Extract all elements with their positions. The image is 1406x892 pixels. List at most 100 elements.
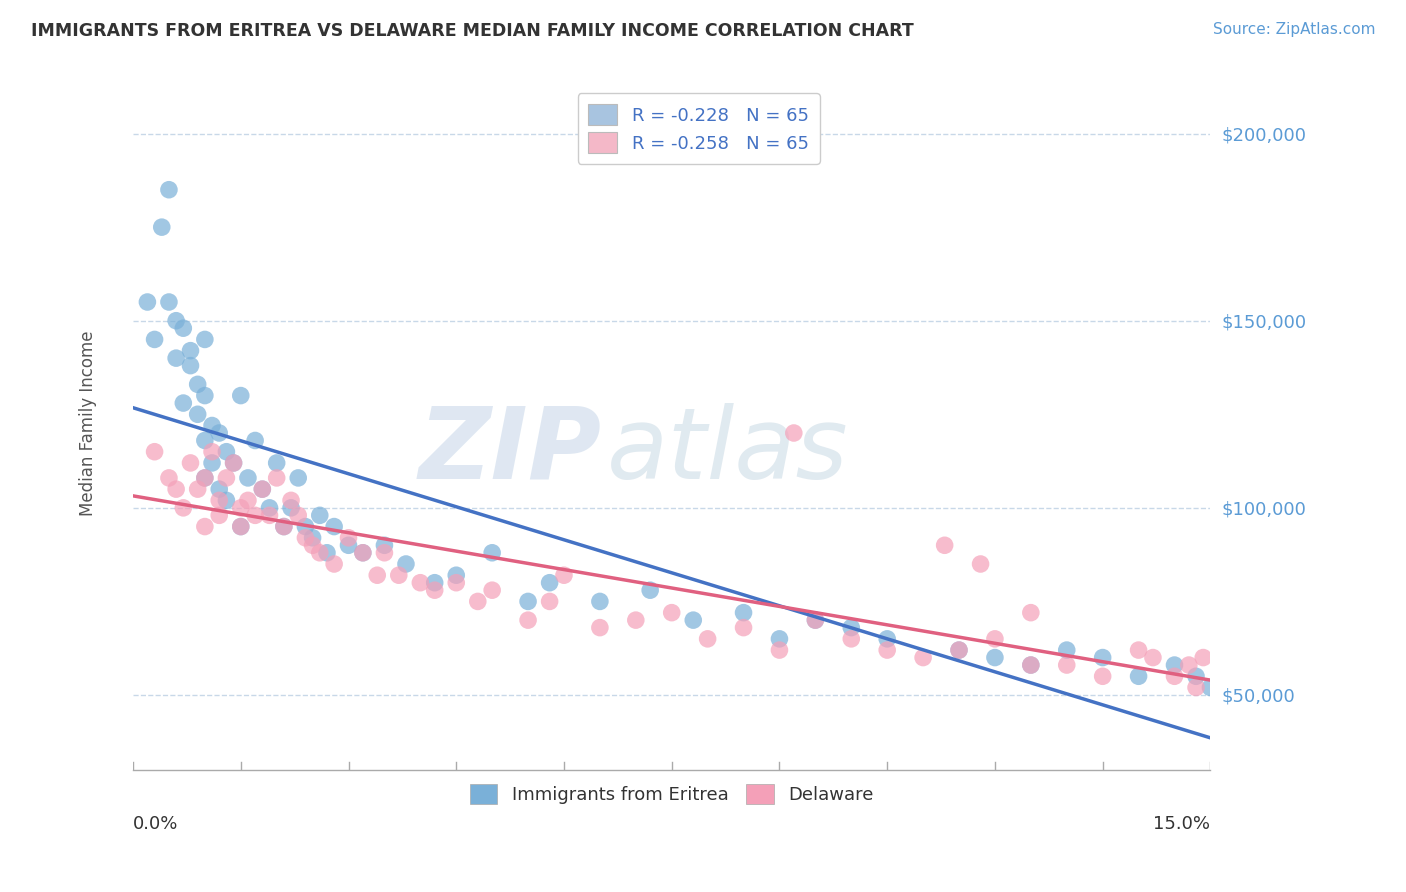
Point — [1185, 681, 1208, 695]
Point — [172, 321, 194, 335]
Point — [208, 482, 231, 496]
Point — [366, 568, 388, 582]
Text: atlas: atlas — [607, 403, 849, 500]
Point — [481, 546, 503, 560]
Point — [172, 396, 194, 410]
Point — [243, 434, 266, 448]
Point — [165, 314, 187, 328]
Point — [839, 621, 862, 635]
Point — [444, 568, 467, 582]
Point — [337, 538, 360, 552]
Point — [150, 220, 173, 235]
Point — [876, 632, 898, 646]
Point — [266, 456, 288, 470]
Point — [969, 557, 991, 571]
Point — [352, 546, 374, 560]
Point — [287, 471, 309, 485]
Point — [538, 575, 561, 590]
Point — [1128, 643, 1150, 657]
Text: 0.0%: 0.0% — [134, 814, 179, 833]
Point — [1163, 658, 1185, 673]
Point — [187, 482, 209, 496]
Point — [229, 519, 252, 533]
Point — [143, 444, 166, 458]
Point — [984, 650, 1007, 665]
Point — [273, 519, 295, 533]
Point — [1163, 669, 1185, 683]
Point — [733, 606, 755, 620]
Point — [1019, 658, 1042, 673]
Point — [912, 650, 935, 665]
Point — [1192, 650, 1215, 665]
Point — [1091, 650, 1114, 665]
Point — [308, 508, 330, 523]
Point — [783, 425, 806, 440]
Point — [229, 388, 252, 402]
Point — [280, 493, 302, 508]
Point — [876, 643, 898, 657]
Point — [661, 606, 683, 620]
Text: IMMIGRANTS FROM ERITREA VS DELAWARE MEDIAN FAMILY INCOME CORRELATION CHART: IMMIGRANTS FROM ERITREA VS DELAWARE MEDI… — [31, 22, 914, 40]
Point — [215, 444, 238, 458]
Point — [804, 613, 827, 627]
Point — [236, 471, 259, 485]
Point — [948, 643, 970, 657]
Point — [222, 456, 245, 470]
Point — [157, 183, 180, 197]
Point — [768, 632, 790, 646]
Point — [259, 500, 281, 515]
Point — [208, 493, 231, 508]
Point — [589, 594, 612, 608]
Point — [395, 557, 418, 571]
Point — [194, 333, 217, 347]
Point — [165, 482, 187, 496]
Point — [352, 546, 374, 560]
Point — [1056, 658, 1078, 673]
Point — [444, 575, 467, 590]
Point — [589, 621, 612, 635]
Point — [373, 538, 395, 552]
Text: Median Family Income: Median Family Income — [79, 331, 97, 516]
Point — [1019, 658, 1042, 673]
Point — [194, 471, 217, 485]
Text: Source: ZipAtlas.com: Source: ZipAtlas.com — [1212, 22, 1375, 37]
Point — [252, 482, 274, 496]
Point — [157, 295, 180, 310]
Point — [194, 388, 217, 402]
Point — [301, 538, 323, 552]
Point — [1142, 650, 1164, 665]
Point — [179, 456, 201, 470]
Point — [308, 546, 330, 560]
Point — [229, 519, 252, 533]
Point — [208, 425, 231, 440]
Text: 15.0%: 15.0% — [1153, 814, 1211, 833]
Point — [287, 508, 309, 523]
Point — [259, 508, 281, 523]
Point — [266, 471, 288, 485]
Point — [337, 531, 360, 545]
Point — [409, 575, 432, 590]
Point — [804, 613, 827, 627]
Point — [1019, 606, 1042, 620]
Point — [1185, 669, 1208, 683]
Point — [187, 377, 209, 392]
Point — [624, 613, 647, 627]
Point — [172, 500, 194, 515]
Point — [733, 621, 755, 635]
Point — [517, 613, 540, 627]
Point — [553, 568, 575, 582]
Point — [179, 343, 201, 358]
Point — [1178, 658, 1201, 673]
Point — [194, 471, 217, 485]
Point — [201, 418, 224, 433]
Point — [984, 632, 1007, 646]
Point — [222, 456, 245, 470]
Point — [768, 643, 790, 657]
Point — [1091, 669, 1114, 683]
Point — [423, 575, 446, 590]
Point — [423, 583, 446, 598]
Point — [215, 471, 238, 485]
Point — [839, 632, 862, 646]
Point — [1056, 643, 1078, 657]
Point — [1128, 669, 1150, 683]
